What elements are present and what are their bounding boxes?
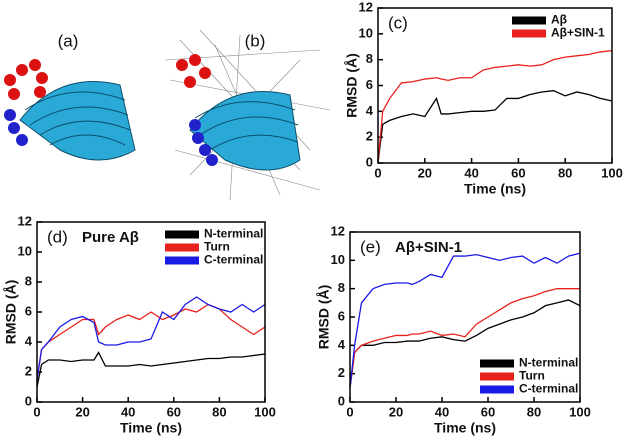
x-tick-label: 80 — [527, 404, 541, 419]
molecule-a: (a) — [4, 31, 136, 161]
x-tick-label: 100 — [254, 404, 276, 419]
series-line — [377, 90, 613, 164]
series-line — [349, 252, 581, 388]
legend-swatch — [480, 372, 514, 381]
legend-label: N-terminal — [204, 227, 263, 241]
plot-frame — [349, 231, 581, 403]
y-tick-label: 0 — [25, 393, 32, 408]
x-tick-label: 100 — [601, 165, 623, 180]
x-axis-label: Time (ns) — [464, 181, 526, 197]
x-tick-label: 20 — [418, 165, 432, 180]
y-tick-label: 0 — [366, 154, 373, 169]
series-line — [36, 351, 266, 388]
series-line — [36, 303, 266, 380]
legend-label: Aβ+SIN-1 — [551, 26, 605, 40]
y-axis-label: RMSD (Å) — [3, 280, 19, 345]
legend-label: Aβ — [551, 13, 567, 27]
y-axis-label: RMSD (Å) — [344, 53, 360, 118]
legend-swatch — [165, 243, 199, 252]
y-tick-label: 6 — [338, 308, 345, 323]
x-tick-label: 100 — [569, 404, 591, 419]
series-line — [377, 49, 613, 164]
y-tick-label: 4 — [366, 103, 374, 118]
panel-label: (d) — [47, 227, 68, 246]
y-tick-label: 6 — [25, 303, 32, 318]
y-tick-label: 6 — [366, 77, 373, 92]
panel-label: (a) — [58, 31, 79, 50]
legend-label: Turn — [519, 369, 545, 383]
x-tick-label: 40 — [121, 404, 135, 419]
legend-swatch — [165, 256, 199, 265]
plot-frame — [377, 7, 613, 164]
y-tick-label: 8 — [338, 280, 345, 295]
y-tick-label: 4 — [25, 333, 33, 348]
x-tick-label: 60 — [167, 404, 181, 419]
y-tick-label: 10 — [359, 25, 373, 40]
legend-swatch — [165, 230, 199, 239]
x-tick-label: 20 — [75, 404, 89, 419]
x-tick-label: 0 — [374, 165, 381, 180]
y-tick-label: 12 — [18, 213, 32, 228]
molecule-b: (b) — [164, 29, 331, 201]
chart-title: Pure Aβ — [82, 229, 139, 246]
x-tick-label: 40 — [435, 404, 449, 419]
y-tick-label: 12 — [331, 223, 345, 238]
series-line — [349, 288, 580, 388]
legend-swatch — [480, 385, 514, 394]
panel-label: (e) — [360, 237, 381, 256]
x-axis-label: Time (ns) — [120, 420, 182, 436]
y-tick-label: 2 — [366, 129, 373, 144]
series-line — [349, 299, 581, 388]
chart-title: Aβ+SIN-1 — [395, 239, 462, 256]
legend-swatch — [512, 16, 546, 25]
y-tick-label: 8 — [366, 51, 373, 66]
plot-frame — [36, 221, 266, 403]
y-tick-label: 2 — [338, 365, 345, 380]
x-tick-label: 0 — [346, 404, 353, 419]
legend-swatch — [512, 29, 546, 38]
y-tick-label: 0 — [338, 393, 345, 408]
legend-swatch — [480, 359, 514, 368]
y-tick-label: 10 — [331, 252, 345, 267]
y-axis-label: RMSD (Å) — [316, 285, 332, 350]
legend-label: N-terminal — [519, 356, 578, 370]
panel-label: (b) — [245, 31, 266, 50]
x-tick-label: 40 — [464, 165, 478, 180]
x-tick-label: 20 — [389, 404, 403, 419]
x-axis-label: Time (ns) — [434, 420, 496, 436]
x-tick-label: 60 — [511, 165, 525, 180]
y-tick-label: 2 — [25, 363, 32, 378]
panel-label: (c) — [388, 13, 408, 32]
y-tick-label: 4 — [338, 337, 346, 352]
series-line — [36, 296, 266, 380]
y-tick-label: 8 — [25, 273, 32, 288]
legend-label: Turn — [204, 240, 230, 254]
y-tick-label: 10 — [18, 243, 32, 258]
x-tick-label: 80 — [212, 404, 226, 419]
x-tick-label: 80 — [558, 165, 572, 180]
x-tick-label: 60 — [481, 404, 495, 419]
y-tick-label: 12 — [359, 0, 373, 14]
legend-label: C-terminal — [519, 382, 578, 396]
legend-label: C-terminal — [204, 253, 263, 267]
x-tick-label: 0 — [33, 404, 40, 419]
